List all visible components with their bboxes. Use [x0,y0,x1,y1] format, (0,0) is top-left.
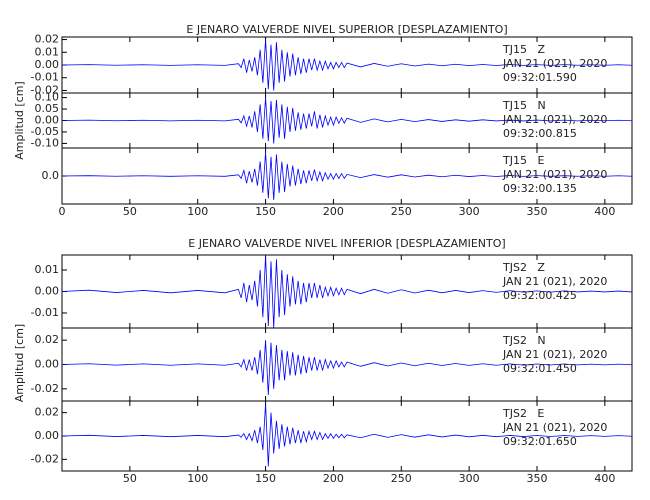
y-tick-label: -0.02 [31,83,59,96]
y-tick-label: -0.02 [31,452,59,465]
x-tick-label: 250 [391,472,412,485]
y-tick-label: 0.01 [35,263,60,276]
y-tick-label: -0.01 [31,71,59,84]
x-tick-label: 150 [255,472,276,485]
trace-annotation: 09:32:01.450 [503,362,577,375]
trace-annotation: TJS2 N [502,334,546,347]
y-tick-label: -0.01 [31,306,59,319]
trace [61,151,633,201]
chart-title: E JENARO VALVERDE NIVEL INFERIOR [DESPLA… [188,237,505,250]
trace-annotation: 09:32:01.650 [503,435,577,448]
x-tick-label: 50 [123,472,137,485]
trace-annotation: TJ15 E [502,154,544,167]
y-axis-label: Amplitud [cm] [13,324,26,402]
x-tick-label: 300 [459,205,480,218]
x-tick-label: 100 [187,205,208,218]
trace-annotation: JAN 21 (021), 2020 [502,348,607,361]
trace [61,340,633,395]
y-tick-label: 0.05 [35,102,60,115]
y-axis-label: Amplitud [cm] [13,81,26,159]
chart-title: E JENARO VALVERDE NIVEL SUPERIOR [DESPLA… [186,23,507,36]
y-tick-label: 0.0 [42,169,60,182]
trace [61,97,633,144]
x-tick-label: 150 [255,205,276,218]
x-tick-label: 350 [527,205,548,218]
trace [61,254,633,329]
y-tick-label: 0.00 [35,114,60,127]
x-tick-label: 250 [391,205,412,218]
x-tick-label: 400 [594,205,615,218]
x-tick-label: 300 [459,472,480,485]
y-tick-label: 0.00 [35,285,60,298]
y-tick-label: -0.10 [31,136,59,149]
y-tick-label: 0.01 [35,45,60,58]
trace [61,403,633,467]
y-tick-label: 0.02 [35,406,60,419]
y-tick-label: 0.10 [35,91,60,104]
trace-annotation: JAN 21 (021), 2020 [502,168,607,181]
trace-annotation: JAN 21 (021), 2020 [502,113,607,126]
trace-annotation: TJS2 Z [502,261,545,274]
trace-annotation: 09:32:00.135 [503,182,577,195]
x-tick-label: 400 [594,472,615,485]
y-tick-label: 0.02 [35,33,60,46]
trace-annotation: 09:32:00.815 [503,127,577,140]
x-tick-label: 0 [59,205,66,218]
x-tick-label: 200 [323,205,344,218]
x-tick-label: 50 [123,205,137,218]
y-tick-label: -0.02 [31,382,59,395]
y-tick-label: 0.00 [35,358,60,371]
trace-annotation: 09:32:01.590 [503,71,577,84]
trace-annotation: JAN 21 (021), 2020 [502,57,607,70]
trace [61,39,633,91]
x-tick-label: 200 [323,472,344,485]
trace-annotation: 09:32:00.425 [503,289,577,302]
y-tick-label: -0.05 [31,125,59,138]
x-tick-label: 100 [187,472,208,485]
trace-annotation: TJ15 N [502,99,546,112]
y-tick-label: 0.00 [35,58,60,71]
y-tick-label: 0.02 [35,333,60,346]
trace-annotation: TJ15 Z [502,43,545,56]
trace-annotation: JAN 21 (021), 2020 [502,275,607,288]
trace-annotation: TJS2 E [502,407,544,420]
y-tick-label: 0.00 [35,429,60,442]
trace-annotation: JAN 21 (021), 2020 [502,421,607,434]
x-tick-label: 350 [527,472,548,485]
